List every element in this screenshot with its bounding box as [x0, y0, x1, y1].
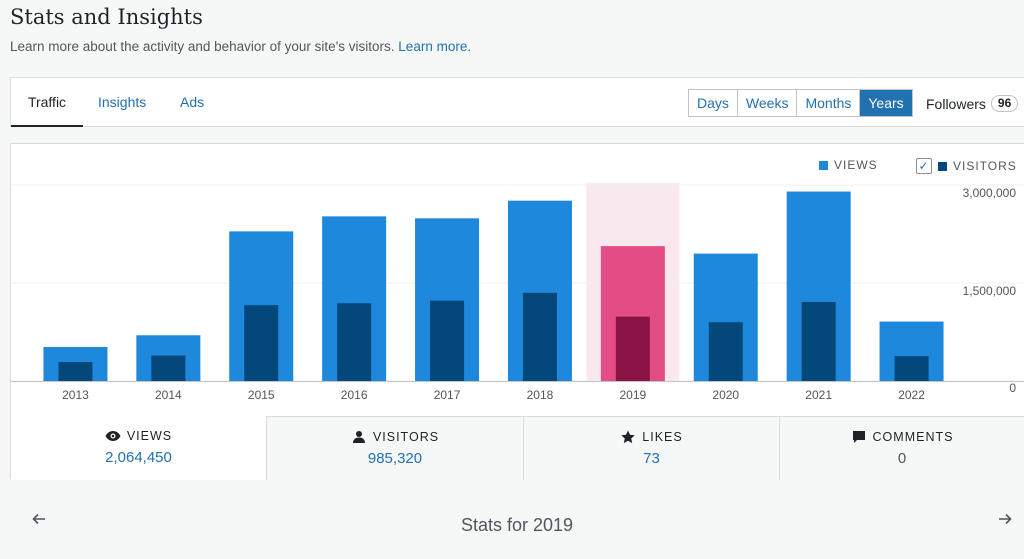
visitors-swatch: [938, 161, 947, 171]
x-tick-label: 2013: [62, 388, 89, 402]
x-tick-label: 2018: [527, 388, 554, 402]
eye-icon: [105, 431, 121, 441]
period-navigation: Stats for 2019: [10, 500, 1024, 550]
person-icon: [352, 431, 365, 443]
stat-views-label: VIEWS: [126, 429, 173, 443]
page-title: Stats and Insights: [10, 5, 203, 29]
visitors-bar: [337, 303, 372, 381]
legend-views-label: VIEWS: [834, 158, 878, 172]
x-tick-label: 2014: [155, 388, 182, 402]
visitors-bar: [151, 355, 186, 381]
x-tick-label: 2021: [805, 388, 832, 402]
x-tick-label: 2017: [434, 388, 461, 402]
y-tick-label: 3,000,000: [963, 186, 1017, 200]
chart-card: VIEWS ✓ VISITORS 3,000,000 1,500,000 0 2013…: [10, 143, 1024, 480]
stat-label-visitors: VISITORS: [267, 430, 523, 444]
subtitle-text: Learn more about the activity and behavi…: [10, 39, 395, 54]
y-tick-label: 1,500,000: [963, 284, 1017, 298]
section-nav: Traffic Insights Ads Days Weeks Months Y…: [10, 77, 1024, 127]
stat-comments-label: COMMENTS: [872, 430, 954, 444]
legend-views: VIEWS: [819, 158, 878, 172]
comment-icon: [852, 431, 865, 443]
visitors-bar: [522, 292, 557, 381]
tab-ads[interactable]: Ads: [180, 94, 205, 110]
arrow-left-icon[interactable]: [32, 512, 46, 531]
visitors-bar: [244, 305, 279, 381]
stat-tile-comments[interactable]: COMMENTS 0: [779, 416, 1024, 480]
x-tick-label: 2015: [248, 388, 275, 402]
stat-comments-value: 0: [897, 450, 907, 467]
x-tick-label: 2022: [898, 388, 925, 402]
period-weeks-button[interactable]: Weeks: [736, 90, 797, 116]
learn-more-link[interactable]: Learn more.: [398, 39, 472, 54]
legend-visitors: ✓ VISITORS: [916, 158, 1017, 174]
stat-tile-visitors[interactable]: VISITORS 985,320: [266, 416, 523, 480]
stat-views-value: 2,064,450: [105, 449, 172, 466]
followers-count-badge: 96: [990, 95, 1019, 112]
legend-visitors-label: VISITORS: [953, 159, 1017, 173]
tab-insights[interactable]: Insights: [98, 94, 147, 110]
stat-label-views: VIEWS: [11, 429, 266, 443]
visitors-bar: [58, 362, 93, 381]
bar-chart: 3,000,000 1,500,000 0 2013 2014 2015 2016 2017 2…: [11, 183, 1024, 402]
period-months-button[interactable]: Months: [796, 90, 860, 116]
y-tick-label: 0: [1009, 381, 1016, 395]
views-swatch: [819, 160, 828, 170]
stat-tile-views[interactable]: VIEWS 2,064,450: [11, 416, 266, 480]
stat-visitors-value: 985,320: [367, 450, 423, 467]
stat-label-likes: LIKES: [524, 430, 779, 444]
followers-link[interactable]: Followers 96: [926, 95, 1019, 112]
stat-tile-likes[interactable]: LIKES 73: [523, 416, 779, 480]
arrow-right-icon[interactable]: [998, 512, 1012, 531]
visitors-bar: [430, 300, 465, 381]
visitors-bar: [894, 356, 929, 381]
stats-for-label: Stats for 2019: [460, 515, 574, 535]
page-subtitle: Learn more about the activity and behavi…: [10, 39, 471, 54]
visitors-bar: [708, 322, 743, 381]
period-years-button[interactable]: Years: [859, 90, 912, 116]
x-tick-label: 2020: [712, 388, 739, 402]
tab-traffic[interactable]: Traffic: [11, 78, 83, 127]
visitors-checkbox[interactable]: ✓: [916, 158, 932, 174]
x-tick-label: 2016: [341, 388, 368, 402]
stat-likes-label: LIKES: [642, 430, 683, 444]
visitors-bar: [801, 301, 836, 381]
star-icon: [621, 430, 635, 444]
period-days-button[interactable]: Days: [689, 90, 737, 116]
period-selector: Days Weeks Months Years: [688, 89, 913, 117]
stat-likes-value: 73: [643, 450, 660, 467]
stat-visitors-label: VISITORS: [372, 430, 440, 444]
visitors-bar: [615, 316, 650, 381]
followers-label: Followers: [926, 95, 986, 112]
x-tick-label: 2019: [619, 388, 646, 402]
stat-label-comments: COMMENTS: [780, 430, 1024, 444]
